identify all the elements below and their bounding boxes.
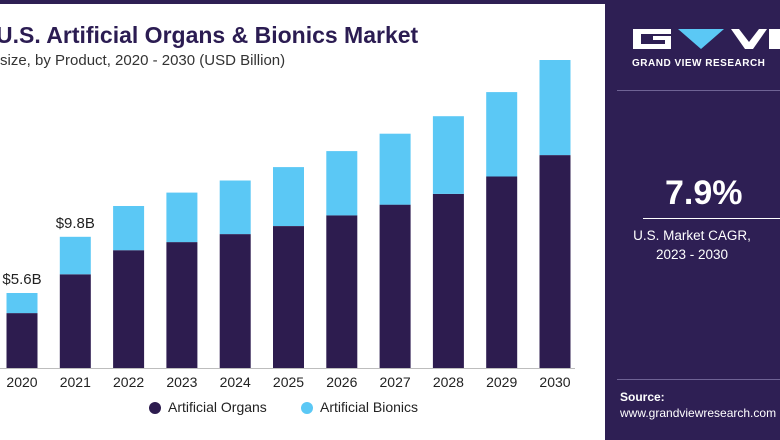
bar-segment-artificial-bionics-2021: [59, 236, 91, 275]
bar-segment-artificial-bionics-2030: [539, 60, 571, 156]
bar-segment-artificial-organs-2027: [379, 204, 411, 368]
bar-segment-artificial-organs-2020: [6, 313, 38, 368]
legend-label-artificial-organs: Artificial Organs: [168, 399, 267, 415]
bar-segment-artificial-organs-2028: [432, 193, 464, 368]
cagr-label: U.S. Market CAGR, 2023 - 2030: [633, 228, 751, 262]
bar-segment-artificial-organs-2029: [486, 176, 518, 368]
cagr-value: 7.9%: [665, 174, 743, 212]
x-tick-label-2025: 2025: [273, 374, 304, 390]
cagr-divider: [643, 218, 780, 219]
source-label: Source:: [620, 390, 665, 404]
x-tick-label-2024: 2024: [220, 374, 251, 390]
x-tick-label-2030: 2030: [539, 374, 570, 390]
divider: [617, 90, 780, 91]
x-tick-label-2029: 2029: [486, 374, 517, 390]
x-tick-label-2026: 2026: [326, 374, 357, 390]
bar-segment-artificial-organs-2026: [326, 215, 358, 368]
bar-segment-artificial-bionics-2024: [219, 180, 251, 235]
divider: [617, 379, 780, 380]
bar-segment-artificial-bionics-2022: [113, 206, 145, 251]
stacked-bar-chart: 2020 2021 2022 2023 2024 2025 2026 2027 2028 2029…: [0, 60, 575, 415]
bar-segment-artificial-bionics-2028: [432, 116, 464, 194]
x-tick-label-2022: 2022: [113, 374, 144, 390]
bar-segment-artificial-bionics-2023: [166, 192, 198, 243]
top-band: [0, 0, 605, 4]
x-tick-label-2020: 2020: [6, 374, 37, 390]
legend-marker-artificial-bionics: [301, 402, 313, 414]
x-tick-label-2027: 2027: [380, 374, 411, 390]
bar-segment-artificial-organs-2021: [59, 274, 91, 368]
chart-subtitle: size, by Product, 2020 - 2030 (USD Billi…: [0, 52, 286, 69]
bar-segment-artificial-organs-2022: [113, 250, 145, 368]
bar-segment-artificial-organs-2030: [539, 155, 571, 368]
bar-segment-artificial-bionics-2020: [6, 293, 38, 314]
brand-name: GRAND VIEW RESEARCH: [632, 58, 766, 69]
x-tick-label-2028: 2028: [433, 374, 464, 390]
bar-segment-artificial-bionics-2027: [379, 133, 411, 205]
bar-segment-artificial-organs-2023: [166, 242, 198, 368]
chart-title: U.S. Artificial Organs & Bionics Market: [0, 22, 419, 48]
legend-marker-artificial-organs: [149, 402, 161, 414]
bar-segment-artificial-bionics-2025: [273, 167, 304, 226]
grand-view-research-logo: [633, 29, 780, 49]
bar-segment-artificial-organs-2024: [219, 234, 251, 368]
chart-panel: U.S. Artificial Organs & Bionics Market …: [0, 0, 605, 415]
x-tick-label-2021: 2021: [60, 374, 91, 390]
info-sidebar: GRAND VIEW RESEARCH 7.9% U.S. Market CAG…: [605, 0, 780, 440]
source-url[interactable]: www.grandviewresearch.com: [620, 406, 777, 420]
bar-segment-artificial-bionics-2026: [326, 151, 358, 216]
legend-label-artificial-bionics: Artificial Bionics: [320, 399, 418, 415]
bar-segment-artificial-organs-2025: [273, 226, 304, 368]
data-label-2021: $9.8B: [56, 215, 95, 232]
bar-segment-artificial-bionics-2029: [486, 92, 518, 177]
x-tick-label-2023: 2023: [166, 374, 197, 390]
data-label-2020: $5.6B: [2, 271, 41, 288]
